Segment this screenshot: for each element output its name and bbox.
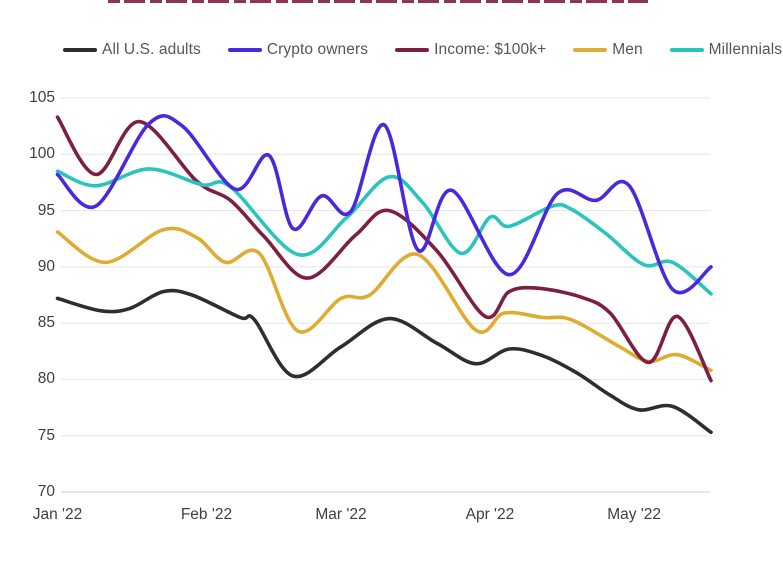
legend-line-swatch bbox=[573, 48, 608, 52]
series-line-men bbox=[55, 226, 713, 373]
legend-label: Crypto owners bbox=[266, 41, 369, 58]
clipped-title-remnant bbox=[108, 0, 648, 3]
y-axis-tick-label-105: 105 bbox=[29, 89, 55, 106]
legend-item-all-us-adults: All U.S. adults bbox=[63, 41, 201, 59]
legend-line-swatch bbox=[63, 48, 97, 52]
y-axis-tick-label-95: 95 bbox=[37, 201, 55, 219]
series-line-crypto-owners bbox=[55, 114, 713, 295]
x-axis-tick-label-may-22: May '22 bbox=[607, 506, 661, 523]
legend-item-millennials: Millennials bbox=[669, 41, 783, 59]
legend-line-swatch bbox=[669, 48, 704, 52]
legend-label: Income: $100k+ bbox=[434, 41, 547, 58]
y-axis-tick-label-85: 85 bbox=[37, 314, 55, 332]
x-axis-tick-label-feb-22: Feb '22 bbox=[180, 506, 233, 523]
legend-item-men: Men bbox=[573, 41, 643, 59]
legend-label: Men bbox=[612, 41, 643, 58]
y-axis-tick-label-100: 100 bbox=[29, 145, 55, 163]
legend-line-swatch bbox=[395, 48, 430, 52]
series-line-all-u-s-adults bbox=[55, 288, 713, 435]
chart-legend: All U.S. adults Crypto owners Income: $1… bbox=[63, 39, 782, 61]
x-axis-tick-label-apr-22: Apr '22 bbox=[465, 506, 515, 523]
x-axis-tick-label-jan-22: Jan '22 bbox=[32, 506, 83, 523]
legend-label: Millennials bbox=[708, 41, 783, 58]
legend-item-income-100k: Income: $100k+ bbox=[395, 41, 546, 59]
legend-label: All U.S. adults bbox=[102, 41, 201, 58]
x-axis-tick-label-mar-22: Mar '22 bbox=[315, 506, 367, 523]
y-axis-tick-label-90: 90 bbox=[37, 257, 55, 275]
y-axis-tick-label-80: 80 bbox=[37, 370, 55, 388]
legend-item-crypto-owners: Crypto owners bbox=[227, 41, 369, 59]
y-axis-tick-label-70: 70 bbox=[37, 482, 55, 500]
y-axis-tick-label-75: 75 bbox=[37, 426, 55, 444]
legend-line-swatch bbox=[227, 48, 262, 52]
